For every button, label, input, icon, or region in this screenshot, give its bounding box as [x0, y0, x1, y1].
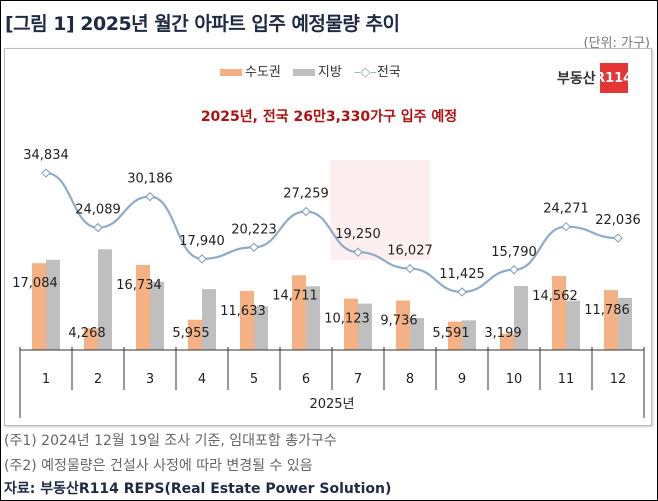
- bar-jibang: [566, 300, 580, 350]
- bar-sudogwon: [188, 319, 202, 350]
- x-tick-label: 3: [146, 372, 154, 387]
- legend-item-jibang: 지방: [292, 61, 342, 80]
- bar-sudogwon: [396, 300, 410, 350]
- line-point: [561, 221, 571, 232]
- bar-label: 17,084: [12, 276, 58, 291]
- bar-sudogwon: [240, 290, 254, 350]
- bar-sudogwon: [136, 264, 150, 350]
- line-label: 19,250: [335, 227, 381, 242]
- headline: 2025년, 전국 26만3,330가구 입주 예정: [200, 109, 458, 125]
- unit-label: (단위: 가구): [583, 36, 651, 51]
- line-label: 30,186: [127, 172, 173, 187]
- line-point: [41, 168, 51, 178]
- x-tick-label: 5: [250, 372, 258, 387]
- bar-jibang: [98, 249, 112, 350]
- bar-sudogwon: [292, 275, 306, 350]
- x-tick-label: 12: [610, 372, 627, 387]
- logo-text: 부동산: [557, 71, 596, 87]
- bar-sudogwon: [500, 333, 514, 350]
- bar-label: 16,734: [116, 278, 162, 293]
- legend-label: 수도권: [245, 65, 281, 80]
- bar-label: 5,955: [172, 326, 209, 341]
- bar-sudogwon: [32, 263, 46, 350]
- bar-label: 10,123: [324, 312, 370, 327]
- chart-frame: [4, 48, 652, 426]
- line-label: 16,027: [387, 244, 433, 259]
- x-tick-label: 1: [42, 372, 50, 387]
- bar-label: 11,633: [220, 304, 266, 319]
- bar-sudogwon: [84, 328, 98, 350]
- bar-jibang: [514, 286, 528, 350]
- line-label: 22,036: [595, 213, 641, 228]
- bar-jibang: [410, 318, 424, 350]
- legend-label: 지방: [317, 65, 342, 80]
- x-tick-label: 2: [94, 372, 102, 387]
- logo-badge: R114: [595, 63, 632, 93]
- line-point: [249, 242, 259, 252]
- legend-item-jeonguk: –◇–전국: [354, 61, 401, 80]
- line-point: [197, 254, 207, 264]
- bar-jibang: [306, 286, 320, 350]
- bar-label: 5,591: [432, 326, 469, 341]
- line-point: [457, 287, 467, 297]
- bar-label: 14,562: [532, 289, 578, 304]
- line-label: 20,223: [231, 222, 277, 237]
- x-tick-label: 4: [198, 372, 206, 387]
- bar-jibang: [46, 259, 60, 350]
- bar-sudogwon: [344, 298, 358, 350]
- x-tick-label: 8: [406, 372, 414, 387]
- bar-jibang: [358, 303, 372, 350]
- line-point: [93, 222, 103, 233]
- diamond-line-icon: –◇–: [353, 65, 377, 80]
- bar-sudogwon: [552, 276, 566, 350]
- line-label: 34,834: [23, 148, 69, 163]
- line-point: [301, 206, 311, 217]
- x-axis-title: 2025년: [309, 397, 354, 412]
- x-tick-label: 11: [558, 372, 575, 387]
- line-point: [405, 263, 415, 274]
- line-point: [613, 233, 623, 243]
- legend: 수도권 지방 –◇–전국: [220, 61, 401, 80]
- line-label: 11,425: [439, 267, 485, 282]
- bar-jibang: [618, 297, 632, 350]
- line-label: 24,271: [543, 202, 589, 217]
- logo: 부동산 R114: [557, 63, 632, 93]
- line-label: 24,089: [75, 203, 121, 218]
- bar-label: 11,786: [584, 303, 630, 318]
- legend-label: 전국: [376, 65, 401, 80]
- bar-label: 4,268: [68, 326, 105, 341]
- bar-sudogwon: [448, 321, 462, 350]
- bar-jibang: [462, 320, 476, 350]
- line-label: 15,790: [491, 245, 537, 260]
- bar-jibang: [202, 289, 216, 350]
- line-label: 17,940: [179, 234, 225, 249]
- line-label: 27,259: [283, 187, 329, 202]
- line-point: [145, 191, 155, 202]
- legend-swatch: [220, 69, 242, 76]
- bar-jibang: [254, 306, 268, 350]
- bar-sudogwon: [604, 290, 618, 350]
- line-point: [353, 247, 363, 257]
- source: 자료: 부동산R114 REPS(Real Estate Power Solut…: [4, 481, 392, 497]
- bar-label: 9,736: [380, 314, 417, 329]
- note-1: (주1) 2024년 12월 19일 조사 기준, 임대포함 총가구수: [4, 433, 337, 449]
- watermark: [330, 160, 430, 260]
- figure-title: [그림 1] 2025년 월간 아파트 입주 예정물량 추이: [5, 13, 400, 35]
- bar-jibang: [150, 281, 164, 350]
- note-2: (주2) 예정물량은 건설사 사정에 따라 변경될 수 있음: [4, 458, 313, 474]
- bar-label: 3,199: [484, 326, 521, 341]
- x-tick-label: 6: [302, 372, 310, 387]
- legend-swatch: [292, 69, 315, 76]
- x-tick-label: 10: [506, 372, 523, 387]
- x-tick-label: 9: [458, 372, 466, 387]
- legend-item-sudogwon: 수도권: [220, 61, 281, 80]
- bar-label: 14,711: [272, 288, 318, 303]
- line-point: [509, 265, 519, 275]
- x-tick-label: 7: [354, 372, 362, 387]
